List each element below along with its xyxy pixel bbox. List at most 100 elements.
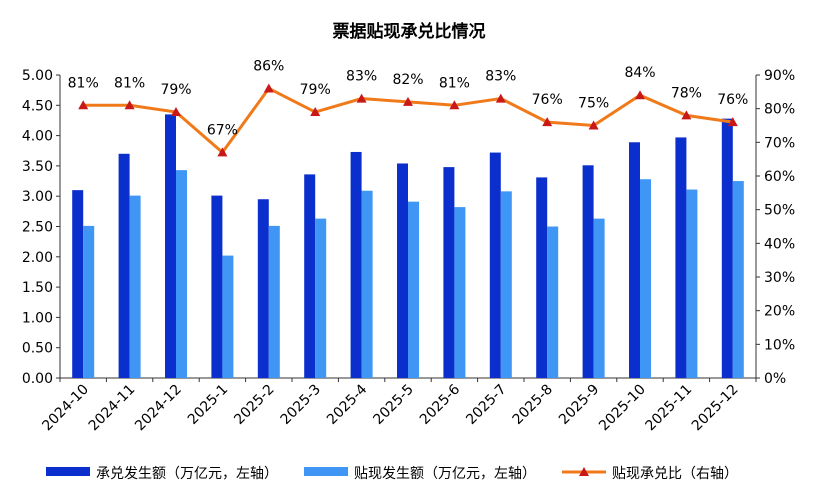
- bar-discount: [686, 189, 698, 378]
- bar-acceptance: [304, 174, 316, 378]
- ratio-marker: [78, 100, 89, 110]
- ratio-marker: [310, 107, 321, 117]
- left-tick-label: 1.00: [22, 310, 53, 326]
- bar-acceptance: [629, 142, 640, 378]
- left-tick-label: 4.50: [22, 98, 53, 114]
- legend-label: 承兑发生额（万亿元，左轴）: [96, 466, 278, 482]
- ratio-data-label: 67%: [207, 122, 238, 138]
- ratio-data-label: 75%: [578, 96, 609, 112]
- right-tick-label: 50%: [764, 203, 795, 219]
- bar-discount: [500, 191, 512, 378]
- ratio-data-label: 81%: [114, 75, 145, 91]
- bar-acceptance: [165, 114, 176, 378]
- ratio-data-label: 76%: [717, 92, 748, 108]
- ratio-data-label: 86%: [253, 58, 284, 74]
- ratio-marker: [263, 83, 274, 93]
- legend-swatch: [46, 467, 90, 476]
- bar-acceptance: [582, 165, 594, 378]
- bar-discount: [176, 170, 187, 378]
- left-tick-label: 0.00: [22, 371, 53, 387]
- left-tick-label: 4.00: [22, 129, 53, 145]
- x-tick-label: 2024-12: [132, 382, 185, 435]
- ratio-data-label: 84%: [624, 65, 655, 81]
- x-tick-label: 2025-6: [417, 381, 463, 427]
- bar-discount: [732, 181, 744, 378]
- bar-acceptance: [72, 190, 84, 378]
- bar-discount: [361, 190, 373, 378]
- right-tick-label: 70%: [764, 135, 795, 151]
- x-tick-label: 2025-2: [231, 382, 277, 428]
- bar-discount: [315, 218, 327, 378]
- ratio-marker: [403, 96, 413, 106]
- x-tick-label: 2025-9: [556, 382, 602, 428]
- right-tick-label: 30%: [764, 270, 795, 286]
- bar-acceptance: [350, 151, 362, 378]
- bar-discount: [593, 218, 605, 378]
- bar-discount: [547, 226, 559, 378]
- ratio-marker: [171, 107, 181, 117]
- ratio-marker: [449, 100, 460, 110]
- left-tick-label: 3.50: [22, 159, 53, 175]
- left-tick-label: 2.00: [22, 250, 53, 266]
- ratio-marker: [124, 100, 135, 110]
- ratio-marker: [542, 117, 553, 127]
- bar-acceptance: [489, 152, 501, 378]
- ratio-data-label: 79%: [160, 82, 191, 98]
- bar-discount: [268, 225, 280, 378]
- x-tick-label: 2025-5: [370, 382, 416, 428]
- ratio-marker: [495, 93, 506, 103]
- bar-acceptance: [397, 163, 408, 378]
- ratio-marker: [681, 110, 692, 120]
- ratio-marker: [217, 147, 228, 157]
- bar-acceptance: [536, 177, 548, 378]
- bar-acceptance: [211, 195, 223, 378]
- bar-discount: [129, 195, 141, 378]
- right-tick-label: 10%: [764, 337, 795, 353]
- left-tick-label: 5.00: [22, 68, 53, 84]
- chart-title: 票据贴现承兑比情况: [333, 21, 486, 42]
- right-tick-label: 0%: [764, 371, 786, 387]
- legend-label: 贴现发生额（万亿元，左轴）: [354, 466, 536, 482]
- x-tick-label: 2025-10: [596, 382, 649, 435]
- left-tick-label: 0.50: [22, 341, 53, 357]
- x-tick-label: 2024-10: [39, 382, 92, 435]
- bar-discount: [222, 255, 234, 378]
- ratio-data-label: 76%: [532, 92, 563, 108]
- ratio-marker: [356, 93, 367, 103]
- right-tick-label: 90%: [764, 68, 795, 84]
- ratio-data-label: 81%: [439, 75, 470, 91]
- ratio-marker: [727, 117, 738, 127]
- right-tick-label: 20%: [764, 304, 795, 320]
- x-tick-label: 2025-4: [324, 381, 370, 427]
- x-tick-label: 2025-1: [185, 382, 231, 428]
- bar-discount: [454, 207, 466, 378]
- ratio-data-label: 83%: [346, 69, 377, 85]
- plot-area: 0.00 0.50 1.00 1.50 2.00 2.50 3.00 3.50 4.00 4.50…: [22, 58, 795, 434]
- legend-label: 贴现承兑比（右轴）: [612, 466, 738, 482]
- left-tick-label: 2.50: [22, 220, 53, 236]
- x-tick-label: 2025-12: [689, 382, 742, 435]
- x-tick-label: 2025-11: [643, 382, 696, 435]
- ratio-marker: [635, 90, 645, 100]
- bar-acceptance: [721, 118, 733, 379]
- legend-swatch: [304, 467, 348, 476]
- ratio-data-label: 82%: [392, 72, 423, 88]
- bar-discount: [408, 201, 419, 378]
- ratio-data-label: 81%: [68, 75, 99, 91]
- left-tick-label: 1.50: [22, 280, 53, 296]
- bar-acceptance: [257, 199, 269, 378]
- ratio-data-label: 78%: [671, 85, 702, 101]
- legend: 承兑发生额（万亿元，左轴） 贴现发生额（万亿元，左轴） 贴现承兑比（右轴）: [46, 466, 738, 482]
- x-tick-label: 2025-7: [463, 382, 509, 428]
- ratio-data-label: 79%: [300, 82, 331, 98]
- bar-discount: [640, 179, 651, 378]
- right-tick-label: 80%: [764, 102, 795, 118]
- x-tick-label: 2024-11: [86, 382, 139, 435]
- bar-acceptance: [118, 153, 130, 378]
- ratio-data-label: 83%: [485, 69, 516, 85]
- legend-marker: [579, 467, 589, 476]
- bar-discount: [83, 225, 95, 378]
- bar-acceptance: [443, 167, 455, 378]
- x-tick-label: 2025-3: [278, 382, 324, 428]
